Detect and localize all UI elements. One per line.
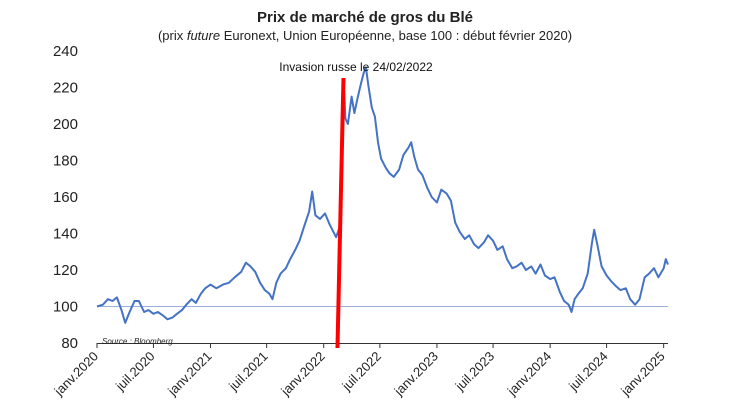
x-tick-label: janv.2024 [504,349,555,400]
y-tick-label: 160 [53,189,78,206]
x-tick-label: juil.2024 [565,349,611,395]
x-tick-label: juil.2020 [112,349,158,395]
invasion-marker-line [335,77,346,349]
y-tick-label: 200 [53,116,78,133]
x-tick-label: janv.2025 [617,349,668,400]
y-tick-label: 120 [53,262,78,279]
x-tick-label: juil.2021 [225,349,271,395]
wheat-price-line [96,66,669,324]
chart-title: Prix de marché de gros du Blé [257,9,473,26]
y-tick-label: 140 [53,226,78,243]
x-tick-label: juil.2022 [338,349,384,395]
x-tick-label: janv.2021 [164,349,215,400]
x-tick-label: janv.2022 [277,349,328,400]
y-tick-label: 240 [53,43,78,60]
y-tick-label: 220 [53,80,78,97]
x-tick-label: janv.2020 [51,349,102,400]
x-tick-label: juil.2023 [452,349,498,395]
chart-subtitle: (prix future Euronext, Union Européenne,… [158,28,572,43]
invasion-annotation: Invasion russe le 24/02/2022 [279,60,433,74]
y-tick-label: 80 [61,335,78,352]
x-tick-label: janv.2023 [391,349,442,400]
y-tick-label: 100 [53,299,78,316]
y-tick-label: 180 [53,153,78,170]
source-note: Source : Bloomberg [102,337,173,346]
